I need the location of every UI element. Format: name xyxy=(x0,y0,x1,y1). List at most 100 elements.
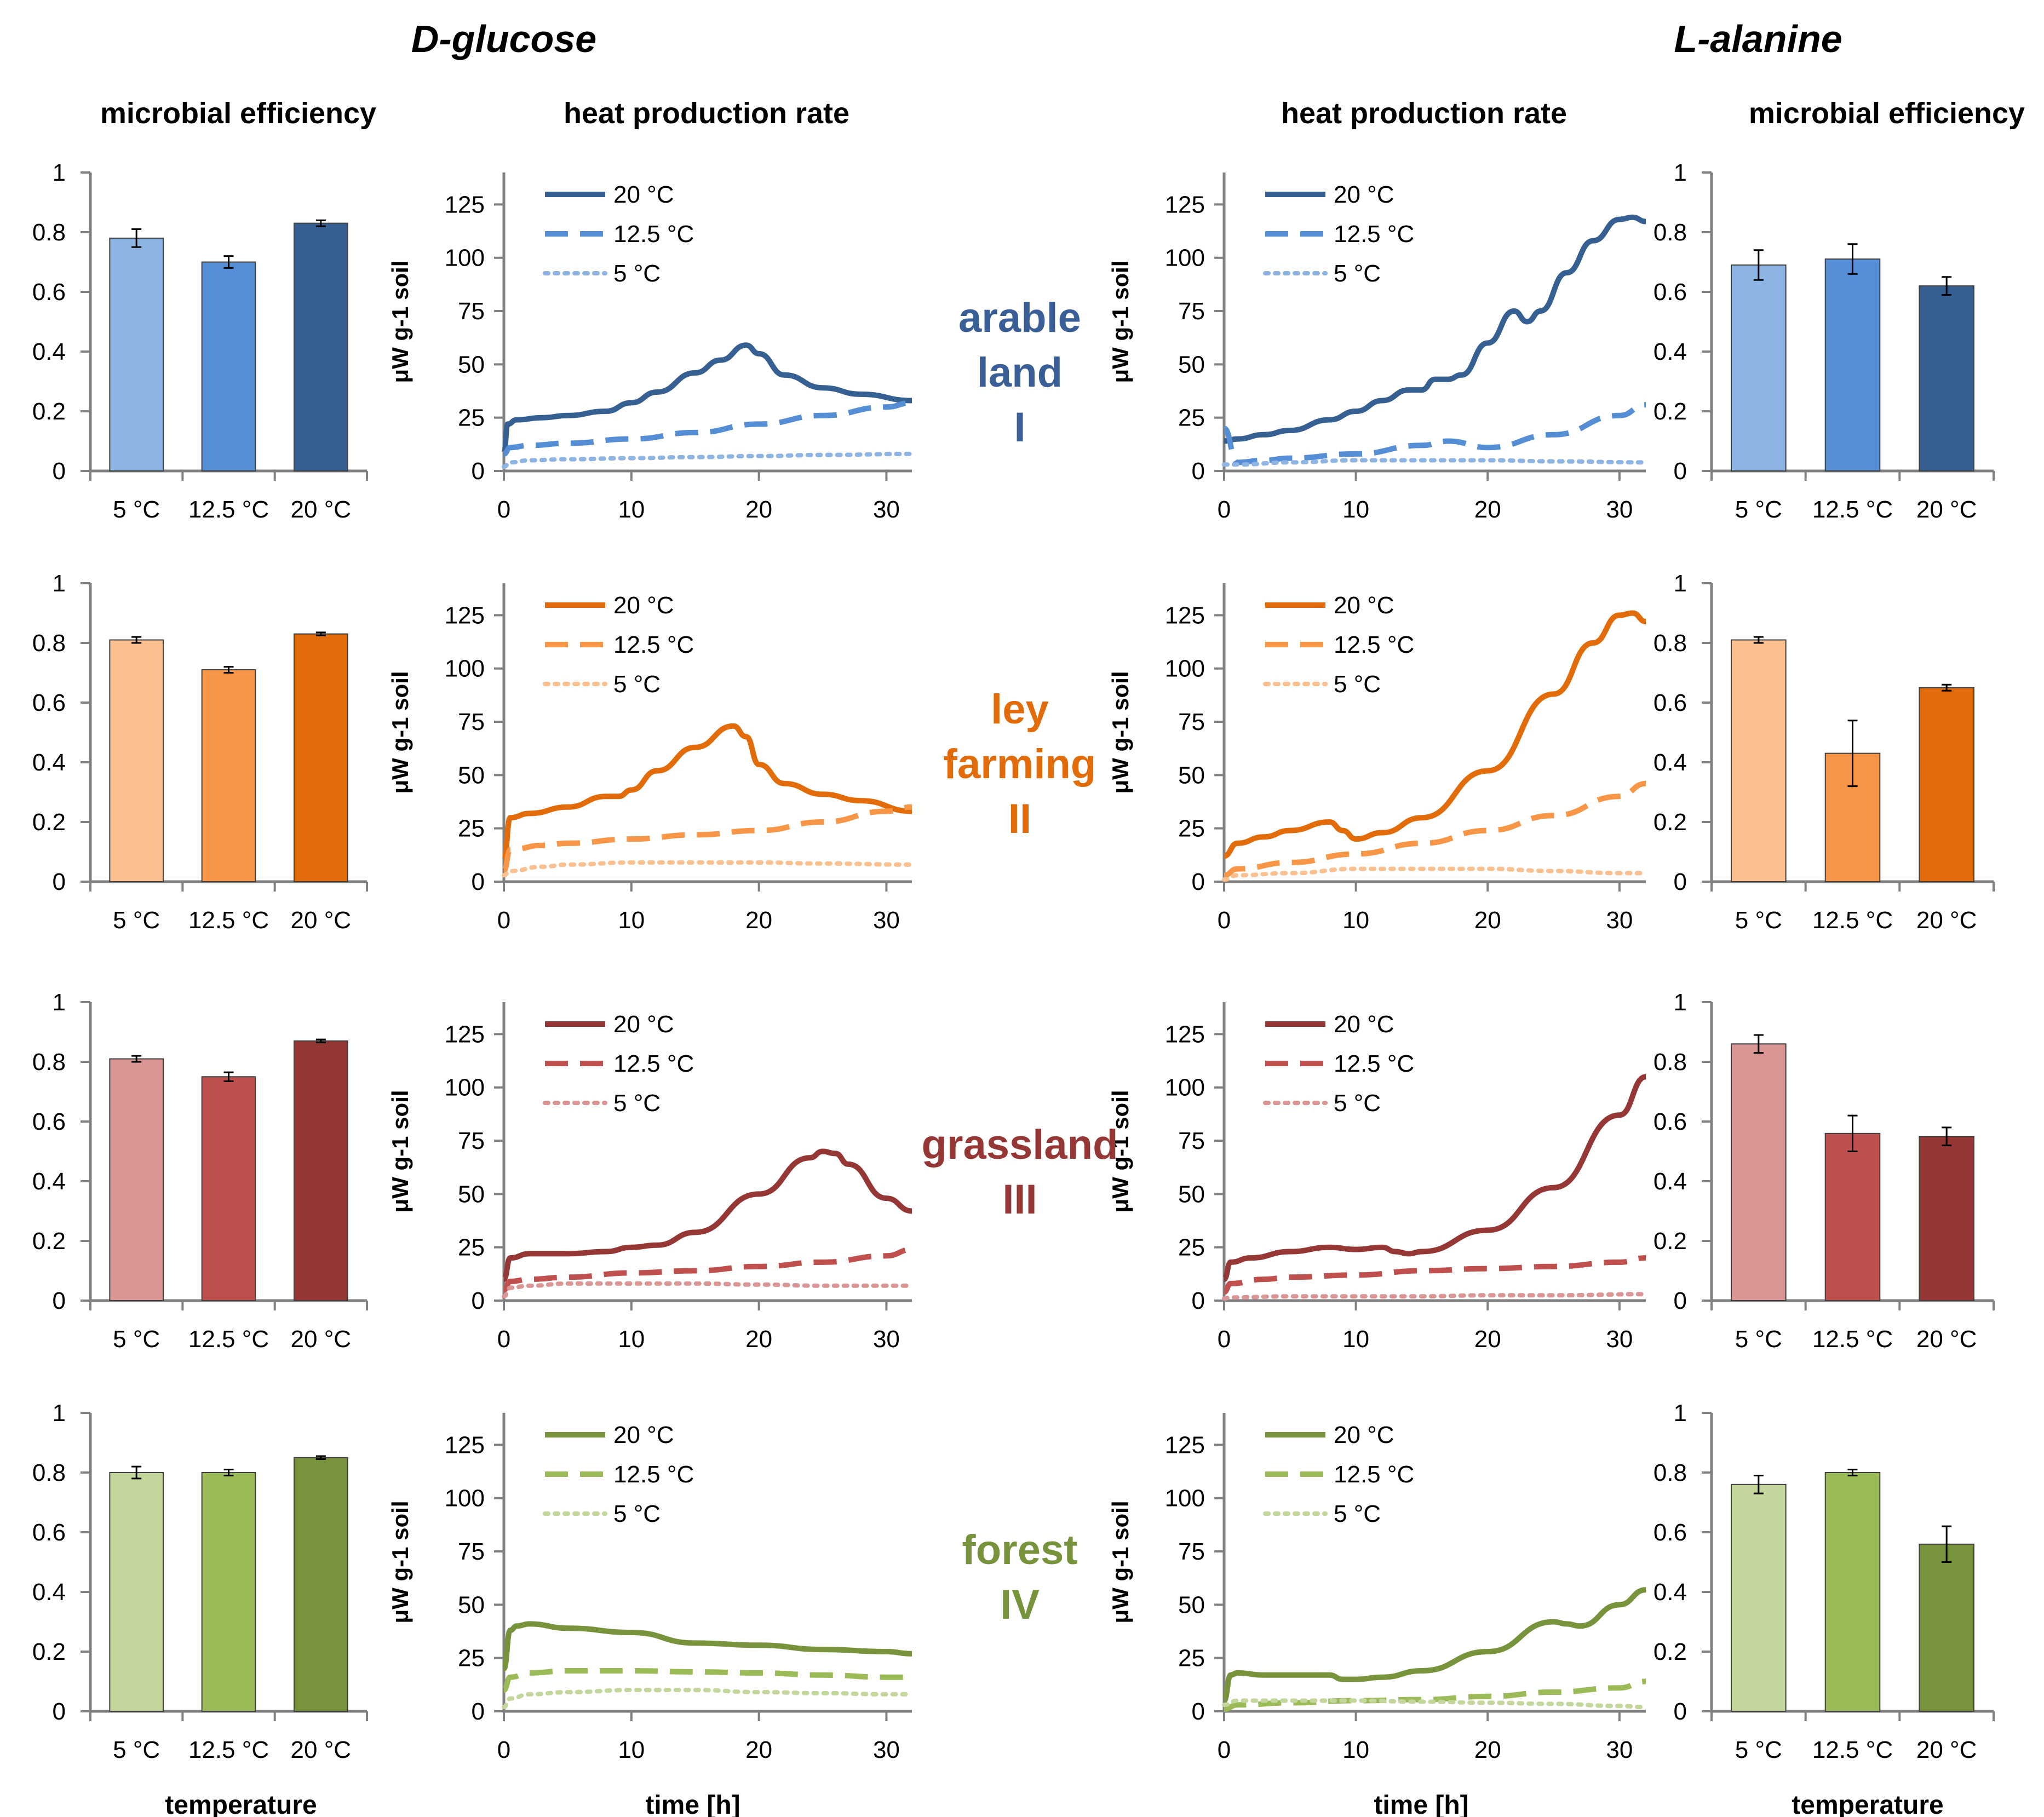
y-tick-label: 100 xyxy=(445,245,485,272)
x-tick-label: 20 xyxy=(745,907,772,934)
y-tick-label: 75 xyxy=(1178,709,1205,735)
panel-eff-glucose-I: 0 0.2 0.4 0.6 0.8 1 5 °C 12.5 °C 20 °C xyxy=(32,159,367,523)
y-axis-label: μW g-1 soil xyxy=(1107,1500,1133,1623)
bar-0 xyxy=(1731,1485,1786,1711)
y-tick-label: 25 xyxy=(458,815,485,842)
bar-0 xyxy=(1731,265,1786,471)
bar-1 xyxy=(202,670,256,882)
x-tick-label: 10 xyxy=(1342,1326,1369,1353)
bar-2 xyxy=(1919,1136,1974,1301)
row-label-1-line-2: land xyxy=(977,349,1063,396)
y-tick-label: 100 xyxy=(445,1485,485,1512)
x-tick-label: 30 xyxy=(1606,496,1633,523)
panel-eff-glucose-IV: 00.20.40.60.815 °C 12.5 °C 20 °C xyxy=(32,1400,367,1763)
y-tick-label: 0.4 xyxy=(32,749,66,776)
title-d-glucose: D-glucose xyxy=(411,18,596,60)
y-axis-label: μW g-1 soil xyxy=(387,1500,413,1623)
header-microbial-efficiency-right: microbial efficiency xyxy=(1749,97,2025,130)
x-tick-label: 30 xyxy=(873,907,900,934)
y-tick-label: 1 xyxy=(1674,159,1687,186)
y-tick-label: 75 xyxy=(1178,298,1205,325)
bar-1 xyxy=(202,1077,256,1301)
x-tick-label: 12.5 °C xyxy=(188,1737,269,1763)
chart-panels: 00.20.40.60.815 °C 12.5 °C 20 °C0255075100… xyxy=(32,159,1994,1763)
panel-eff-glucose-III: 0 0.2 0.4 0.6 0.8 1 5 °C 12.5 °C 20 °C xyxy=(32,989,367,1353)
series-line-2 xyxy=(504,863,912,875)
x-tick-label: 20 °C xyxy=(291,907,352,934)
legend-label-1: 12.5 °C xyxy=(613,631,694,658)
legend-label-1: 12.5 °C xyxy=(613,1050,694,1077)
bar-2 xyxy=(1919,1544,1974,1711)
y-tick-label: 25 xyxy=(458,1645,485,1672)
series-line-2 xyxy=(1224,869,1646,880)
y-tick-label: 0 xyxy=(472,1698,485,1725)
y-tick-label: 1 xyxy=(53,570,66,597)
bar-1 xyxy=(1825,259,1880,471)
bar-1 xyxy=(202,262,256,472)
y-tick-label: 0 xyxy=(53,869,66,895)
x-tick-label: 20 xyxy=(745,496,772,523)
series-line-2 xyxy=(504,1284,912,1296)
x-tick-label: 5 °C xyxy=(1735,907,1782,934)
bar-2 xyxy=(1919,286,1974,471)
y-tick-label: 0 xyxy=(1674,458,1687,485)
panel-heat-glucose-IV: 02550751001250 10 20 30μW g-1 soil20 °C12.5… xyxy=(387,1413,912,1763)
y-tick-label: 0.6 xyxy=(1653,1519,1687,1546)
y-tick-label: 0 xyxy=(1192,1287,1205,1314)
y-tick-label: 0.2 xyxy=(32,1228,66,1255)
row-label-3-line-1: grassland xyxy=(921,1122,1118,1168)
y-tick-label: 0.4 xyxy=(32,1168,66,1195)
panel-heat-alanine-I: 0 25 50 75 100 125 0 10 20 30 μW g-1 soil 20 °C 12.5… xyxy=(1107,173,1646,523)
row-label-4-line-2: IV xyxy=(1000,1582,1040,1628)
row-label-3-line-2: III xyxy=(1002,1176,1037,1223)
y-tick-label: 0.6 xyxy=(32,689,66,716)
y-tick-label: 50 xyxy=(1178,1181,1205,1208)
y-tick-label: 75 xyxy=(458,298,485,325)
y-tick-label: 75 xyxy=(458,1128,485,1154)
bar-2 xyxy=(294,634,348,882)
y-tick-label: 0.6 xyxy=(32,1108,66,1135)
panel-heat-alanine-IV: 0 25 50 75 100 125 0 10 20 30 μW g-1 soil 20 °C 12.5… xyxy=(1107,1413,1646,1763)
x-tick-label: 30 xyxy=(1606,1737,1633,1763)
legend-label-2: 5 °C xyxy=(1334,1500,1381,1527)
series-line-0 xyxy=(1224,1590,1646,1700)
series-line-1 xyxy=(1224,1258,1646,1292)
y-tick-label: 125 xyxy=(1165,191,1205,218)
bar-2 xyxy=(294,1041,348,1301)
bar-1 xyxy=(202,1473,256,1711)
xlabel-temperature-right: temperature xyxy=(1792,1791,1943,1817)
x-tick-label: 0 xyxy=(497,1326,510,1353)
row-label-2-line-1: ley xyxy=(991,686,1049,733)
x-tick-label: 20 xyxy=(1474,1326,1501,1353)
x-tick-label: 10 xyxy=(618,907,645,934)
y-tick-label: 125 xyxy=(1165,1431,1205,1458)
xlabel-temperature-left: temperature xyxy=(165,1791,317,1817)
y-tick-label: 50 xyxy=(458,351,485,378)
series-line-2 xyxy=(1224,1701,1646,1707)
xlabel-time-left: time [h] xyxy=(645,1791,740,1817)
y-tick-label: 50 xyxy=(458,1591,485,1618)
legend-label-1: 12.5 °C xyxy=(613,1461,694,1488)
y-tick-label: 50 xyxy=(458,762,485,789)
y-tick-label: 0.8 xyxy=(32,1459,66,1486)
y-tick-label: 0.6 xyxy=(32,1519,66,1546)
series-line-0 xyxy=(1224,1077,1646,1279)
x-tick-label: 12.5 °C xyxy=(1812,1737,1893,1763)
y-tick-label: 0.4 xyxy=(1653,1579,1687,1606)
series-line-0 xyxy=(504,1624,912,1669)
bar-0 xyxy=(110,640,163,882)
y-tick-label: 1 xyxy=(1674,570,1687,597)
y-tick-label: 1 xyxy=(53,1400,66,1427)
y-tick-label: 0.8 xyxy=(1653,1049,1687,1076)
x-tick-label: 20 xyxy=(1474,496,1501,523)
x-tick-label: 20 °C xyxy=(1916,1326,1977,1353)
y-tick-label: 100 xyxy=(1165,656,1205,682)
x-tick-label: 20 xyxy=(1474,1737,1501,1763)
legend-label-2: 5 °C xyxy=(613,1090,661,1117)
y-tick-label: 0 xyxy=(472,1287,485,1314)
row-label-2-line-3: II xyxy=(1008,796,1031,842)
y-tick-label: 0.2 xyxy=(1653,1228,1687,1255)
x-tick-label: 20 °C xyxy=(1916,1737,1977,1763)
y-tick-label: 75 xyxy=(1178,1128,1205,1154)
